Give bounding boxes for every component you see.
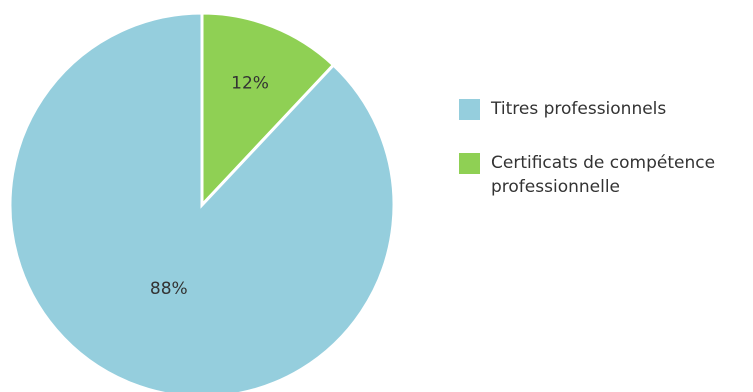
legend: Titres professionnels Certificats de com…: [459, 97, 751, 229]
pie-slice-0: [200, 11, 336, 209]
legend-swatch-titres: [459, 99, 480, 120]
legend-item-titres: Titres professionnels: [459, 97, 751, 121]
pie-labels: 12% 88%: [150, 74, 269, 299]
slice-label-1: 88%: [150, 279, 188, 299]
legend-label-titres: Titres professionnels: [491, 99, 667, 119]
legend-item-certificats: Certificats de compétence professionnell…: [459, 151, 751, 199]
legend-swatch-certificats: [459, 153, 480, 174]
slice-label-0: 12%: [231, 74, 269, 94]
pie-slice-1: [8, 11, 396, 392]
pie-chart: 12% 88%: [8, 11, 396, 392]
legend-label-certificats: Certificats de compétence professionnell…: [491, 153, 716, 197]
pie-slices: [8, 11, 396, 392]
